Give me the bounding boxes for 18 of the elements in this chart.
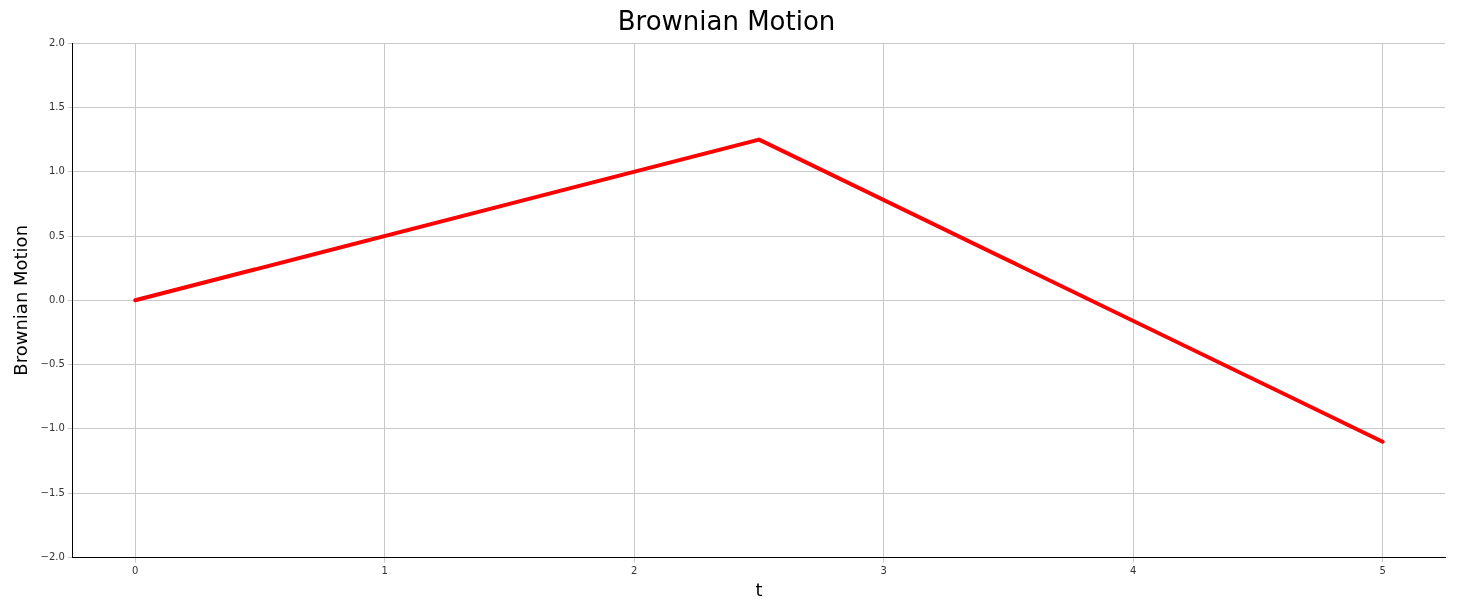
y-tick-label: 2.0 [48,36,65,48]
y-tick-label: 0.5 [48,229,65,241]
y-tick-label: −2.0 [40,550,65,562]
y-tick-label: 0.0 [48,293,65,305]
y-tick-label: 1.0 [48,165,65,177]
x-tick-label: 0 [132,564,139,576]
x-axis-title: t [755,578,763,600]
y-tick-label: −0.5 [40,358,65,370]
y-axis-title: Brownian Motion [10,224,32,376]
x-tick-label: 5 [1379,564,1386,576]
x-tick-label: 4 [1129,564,1137,576]
x-tick-label: 3 [880,564,887,576]
y-tick-label: 1.5 [48,101,65,113]
y-tick-label: −1.5 [40,486,65,498]
x-tick-label: 1 [381,564,388,576]
y-tick-label: −1.0 [40,422,65,434]
chart-title: Brownian Motion [617,6,836,37]
x-tick-label: 2 [631,564,638,576]
